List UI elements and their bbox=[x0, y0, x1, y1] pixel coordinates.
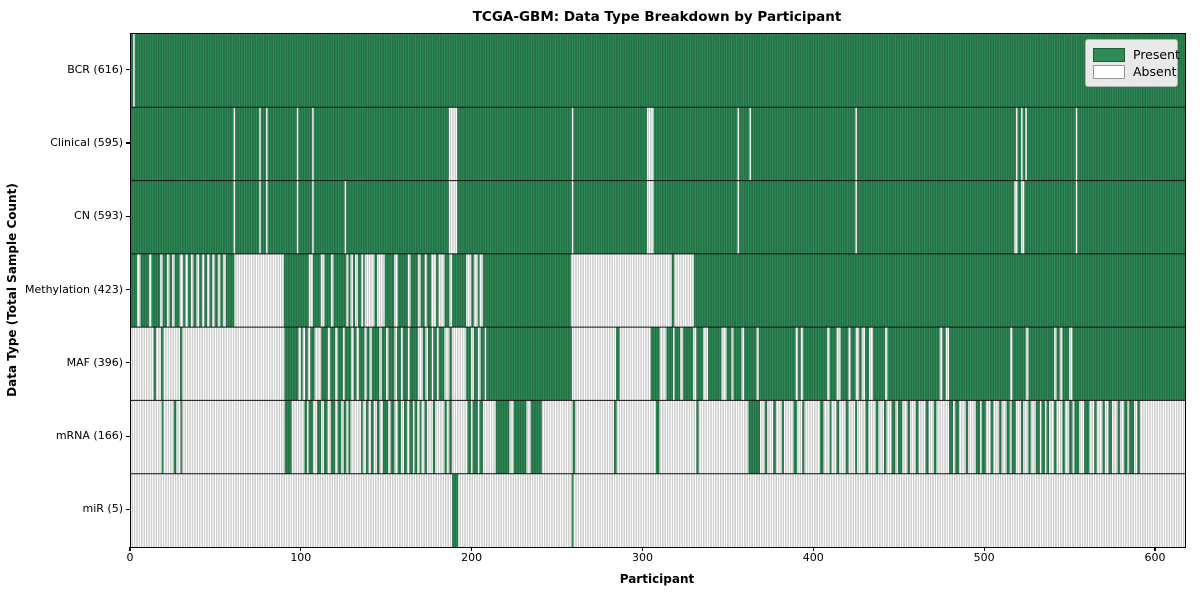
y-tick-label-clinical: Clinical (595) bbox=[50, 135, 123, 149]
legend-entry-absent: Absent bbox=[1093, 63, 1177, 80]
x-axis-label: Participant bbox=[619, 572, 695, 586]
y-tick-mark bbox=[126, 69, 130, 71]
y-tick-mark bbox=[126, 362, 130, 364]
plot-area bbox=[130, 33, 1186, 548]
x-tick-label-300: 300 bbox=[631, 551, 653, 564]
present-swatch bbox=[1093, 47, 1125, 62]
y-tick-label-mir: miR (5) bbox=[82, 502, 124, 516]
x-tick-label-0: 0 bbox=[126, 551, 134, 564]
legend-label-present: Present bbox=[1133, 46, 1180, 62]
y-tick-mark bbox=[126, 142, 130, 144]
legend-label-absent: Absent bbox=[1133, 63, 1177, 79]
x-tick-label-500: 500 bbox=[973, 551, 995, 564]
x-tick-mark bbox=[300, 547, 302, 551]
heatmap-svg bbox=[131, 34, 1185, 547]
absent-swatch bbox=[1093, 64, 1125, 79]
x-tick-mark bbox=[641, 547, 644, 551]
y-tick-label-maf: MAF (396) bbox=[66, 355, 123, 369]
chart-title: TCGA-GBM: Data Type Breakdown by Partici… bbox=[472, 9, 842, 25]
legend: Present Absent bbox=[1085, 39, 1180, 87]
x-tick-mark bbox=[983, 547, 985, 551]
y-tick-label-mrna: mRNA (166) bbox=[55, 429, 123, 443]
y-tick-mark bbox=[126, 289, 130, 291]
legend-entry-present: Present bbox=[1093, 46, 1180, 63]
x-tick-mark bbox=[471, 547, 473, 551]
x-tick-mark bbox=[1154, 547, 1156, 551]
x-tick-mark bbox=[812, 547, 814, 551]
y-tick-mark bbox=[126, 435, 130, 437]
x-tick-label-600: 600 bbox=[1144, 551, 1166, 564]
x-tick-label-400: 400 bbox=[802, 551, 824, 564]
x-tick-mark bbox=[129, 547, 131, 551]
y-tick-label-cn: CN (593) bbox=[74, 209, 123, 223]
x-tick-label-100: 100 bbox=[290, 551, 312, 564]
y-tick-label-methylation: Methylation (423) bbox=[25, 282, 123, 296]
y-tick-mark bbox=[126, 508, 130, 511]
x-tick-label-200: 200 bbox=[461, 551, 483, 564]
y-tick-mark bbox=[126, 215, 130, 217]
y-tick-label-bcr: BCR (616) bbox=[67, 62, 123, 76]
